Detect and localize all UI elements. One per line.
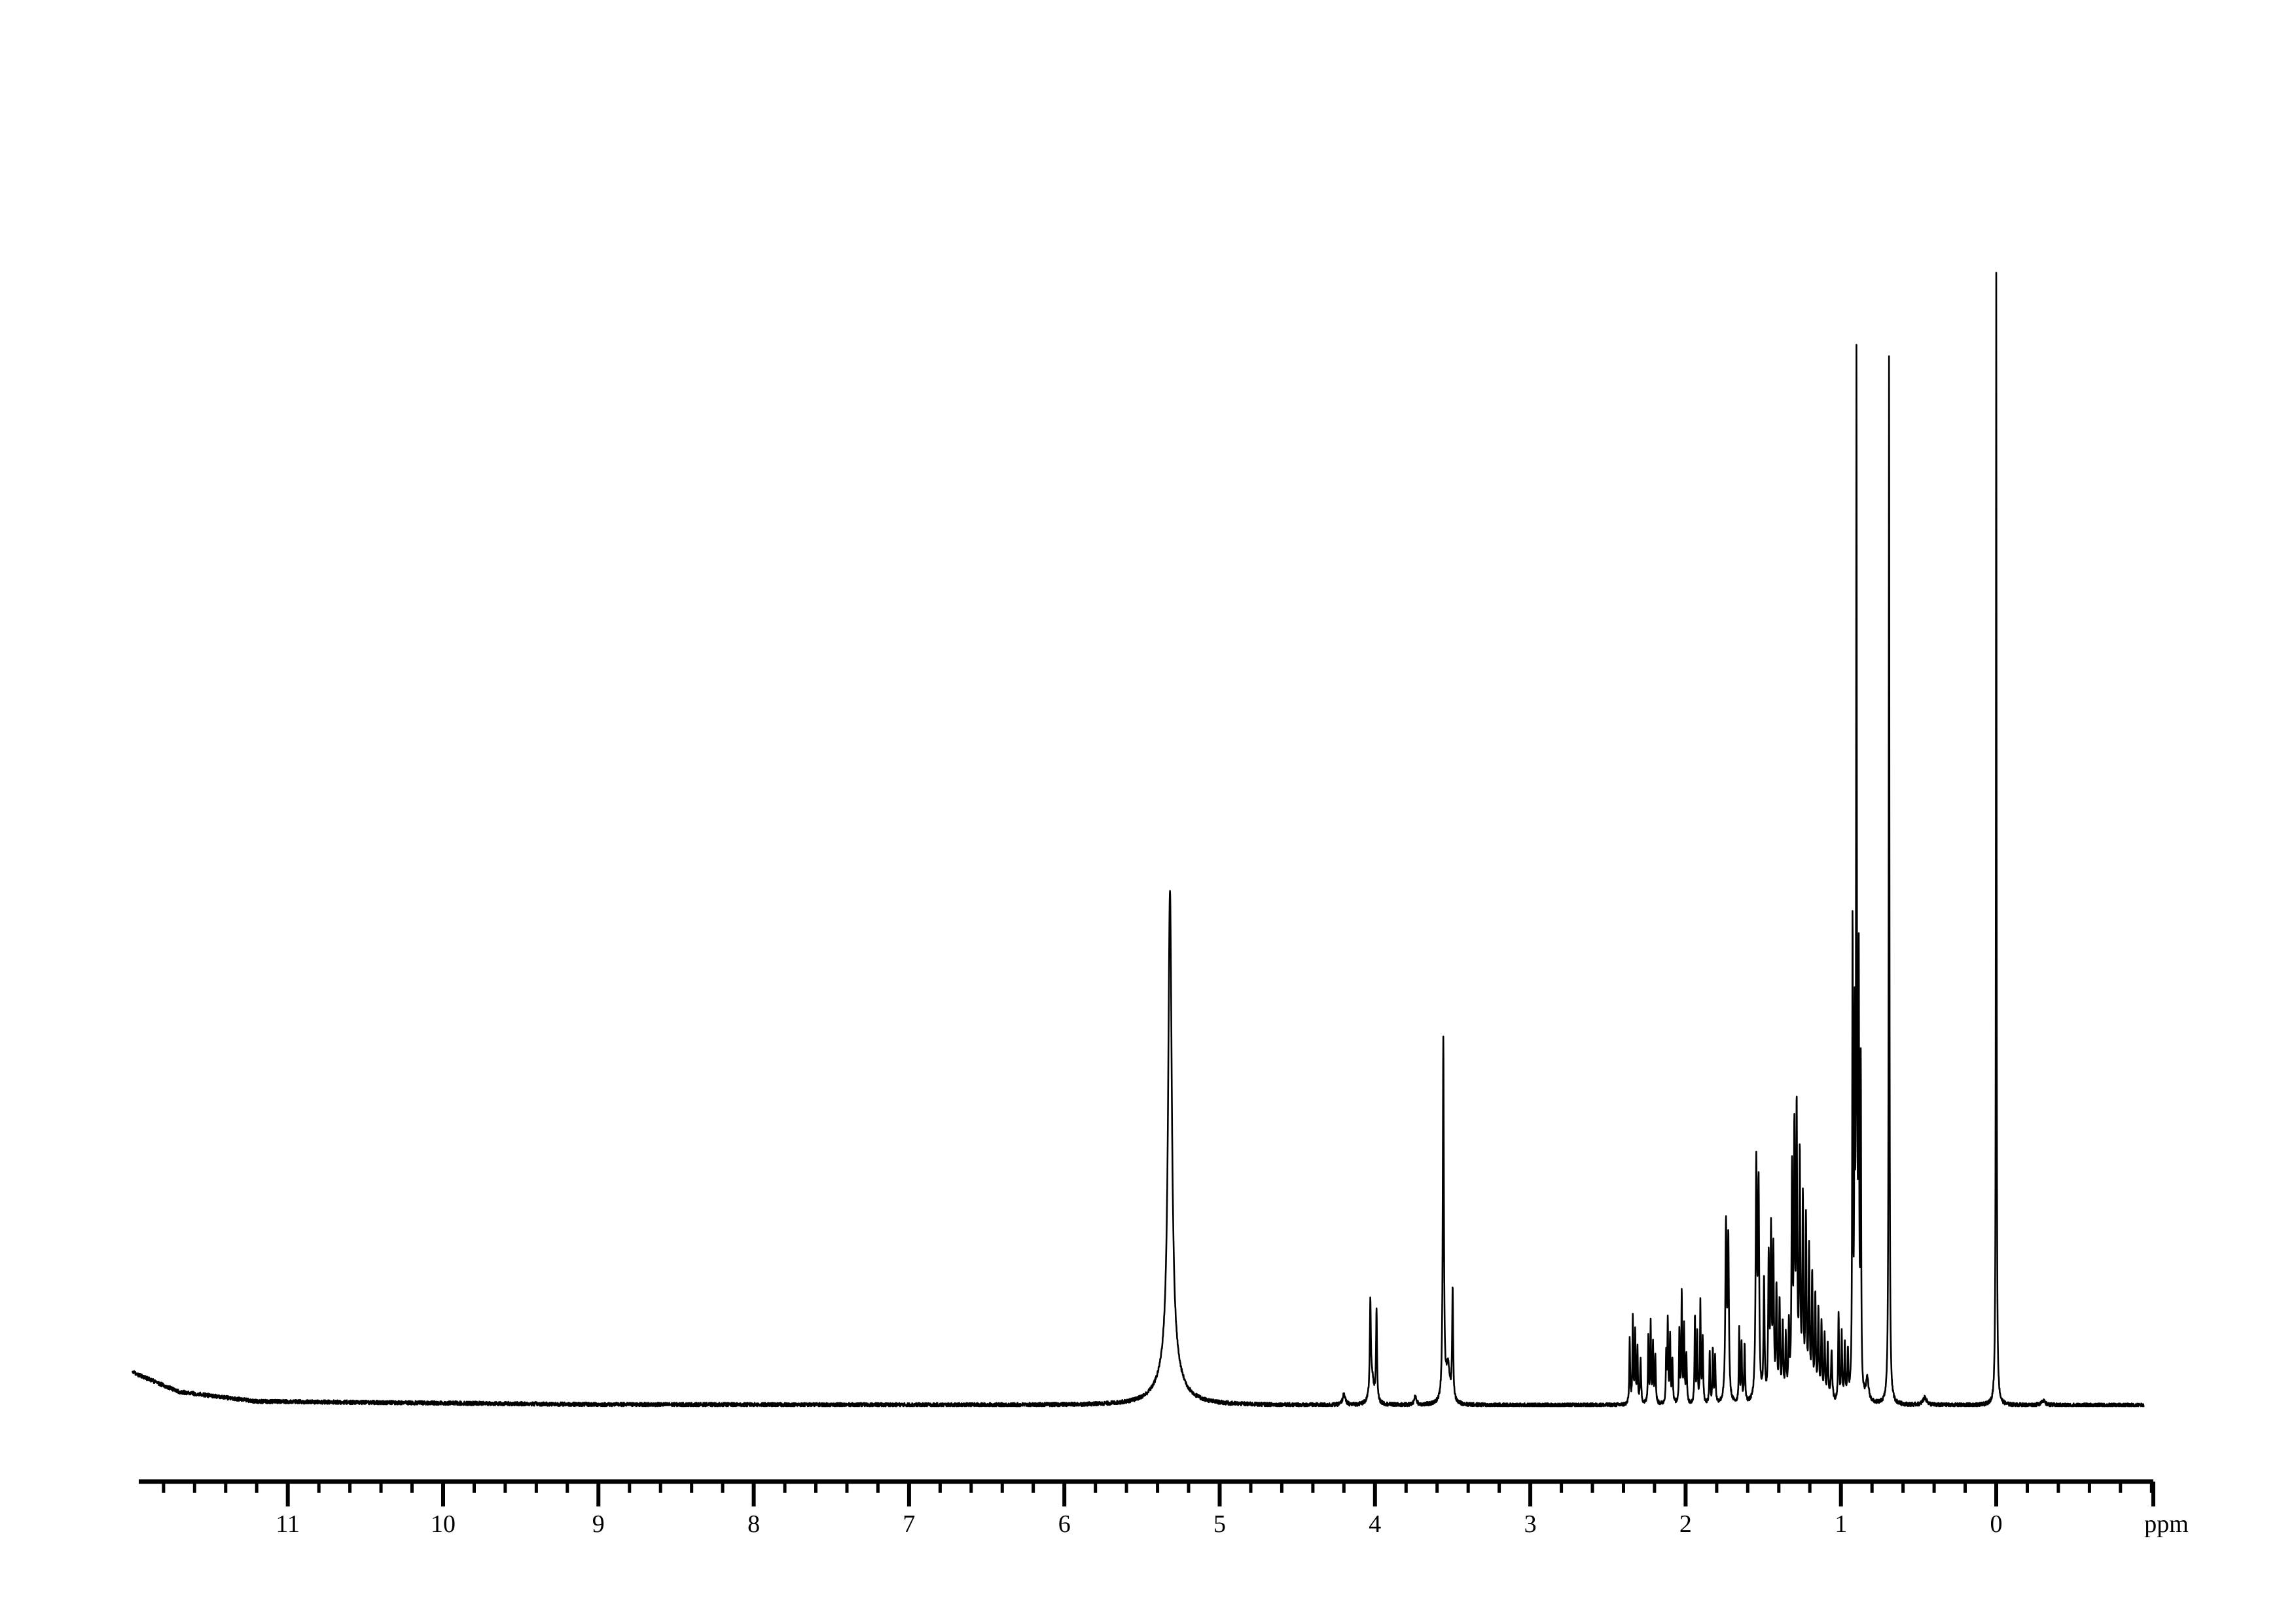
axis-tick-label: 1 [1835, 1510, 1847, 1538]
axis-tick-label: 0 [1990, 1510, 2003, 1538]
axis-tick-label: 2 [1679, 1510, 1692, 1538]
axis-tick-labels: 11 10 9 8 7 6 5 4 3 2 1 0 [276, 1510, 2002, 1538]
spectrum-trace [132, 272, 2145, 1408]
ppm-axis: 11 10 9 8 7 6 5 4 3 2 1 0 ppm [139, 1479, 2189, 1538]
axis-ticks [162, 1482, 2155, 1506]
axis-tick-label: 7 [903, 1510, 915, 1538]
axis-tick-label: 6 [1058, 1510, 1071, 1538]
axis-tick-label: 9 [592, 1510, 605, 1538]
axis-tick-label: 11 [276, 1510, 300, 1538]
axis-tick-label: 3 [1524, 1510, 1537, 1538]
spectrum-trace-group [132, 272, 2145, 1408]
axis-unit-label: ppm [2144, 1510, 2189, 1538]
axis-tick-label: 8 [747, 1510, 760, 1538]
axis-tick-label: 5 [1213, 1510, 1226, 1538]
axis-tick-label: 4 [1369, 1510, 1381, 1538]
axis-tick-label: 10 [431, 1510, 456, 1538]
